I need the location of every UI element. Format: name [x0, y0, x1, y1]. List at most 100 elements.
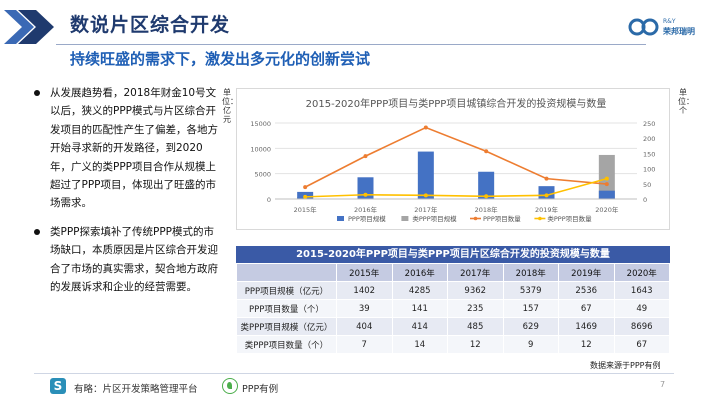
- table-row-label: 类PPP项目规模（亿元）: [236, 317, 337, 336]
- table-cell: 141: [391, 299, 448, 318]
- table-cell: 8696: [613, 317, 670, 336]
- chart-title: 2015-2020年PPP项目与类PPP项目城镇综合开发的投资规模与数量: [306, 97, 607, 110]
- x-tick-label: 2018年: [475, 205, 499, 214]
- line-quasi-ppp-count: [305, 177, 608, 198]
- table-cell: 404: [336, 317, 393, 336]
- x-tick-label: 2015年: [294, 205, 318, 214]
- y-left-tick-label: 15000: [250, 120, 271, 128]
- table-header-cell: 2017年: [447, 263, 504, 282]
- table-header-cell: 2015年: [336, 263, 393, 282]
- point-ppp-count: [363, 154, 368, 159]
- table-cell: 67: [558, 299, 615, 318]
- table-cell: 235: [447, 299, 504, 318]
- header-divider: [56, 44, 646, 45]
- left-axis-unit: 单位：亿元: [222, 88, 238, 124]
- bar-ppp-scale: [478, 171, 495, 199]
- y-right-tick-label: 0: [643, 196, 647, 204]
- combo-chart: 2015-2020年PPP项目与类PPP项目城镇综合开发的投资规模与数量0500…: [250, 97, 655, 223]
- table-row: 类PPP项目数量（个） 7 14 12 9 12 67: [236, 335, 670, 354]
- point-quasi-ppp-count: [604, 176, 609, 181]
- table-cell: 5379: [502, 281, 559, 300]
- bullet-text: 从发展趋势看，2018年财金10号文以后，狭义的PPP模式与片区综合开发项目的匹…: [50, 87, 218, 210]
- table-cell: 7: [336, 335, 393, 354]
- table-header-row: 2015年 2016年 2017年 2018年 2019年 2020年: [236, 263, 670, 282]
- bullet-dot-icon: [34, 90, 40, 96]
- logo-text-top: R&Y: [663, 18, 676, 25]
- table-cell: 2536: [558, 281, 615, 300]
- footer-platform-text: 有略：片区开发策略管理平台: [74, 384, 198, 395]
- bullet-item: 从发展趋势看，2018年财金10号文以后，狭义的PPP模式与片区综合开发项目的匹…: [34, 84, 220, 213]
- table-cell: 485: [447, 317, 504, 336]
- footer-brand-text: PPP有例: [242, 384, 279, 395]
- table-header-cell: 2020年: [613, 263, 670, 282]
- bullet-list: 从发展趋势看，2018年财金10号文以后，狭义的PPP模式与片区综合开发项目的匹…: [34, 84, 220, 306]
- table-cell: 414: [391, 317, 448, 336]
- table-cell: 9: [502, 335, 559, 354]
- legend-swatch: [337, 216, 344, 221]
- legend-label: 类PPP项目数量: [547, 214, 592, 223]
- point-quasi-ppp-count: [363, 192, 368, 197]
- header-chevron-icon: [4, 10, 54, 44]
- table-header-cell: 2016年: [391, 263, 448, 282]
- point-quasi-ppp-count: [484, 194, 489, 199]
- table-header-cell: [236, 263, 337, 282]
- table-cell: 1402: [336, 281, 393, 300]
- table-cell: 67: [613, 335, 670, 354]
- bar-ppp-scale: [357, 177, 374, 199]
- y-left-tick-label: 0: [267, 196, 271, 204]
- table-row: PPP项目规模（亿元） 1402 4285 9362 5379 2536 164…: [236, 281, 670, 300]
- legend-label: PPP项目规模: [348, 214, 386, 223]
- y-right-tick-label: 100: [643, 166, 655, 174]
- right-axis-unit: 单位：个: [678, 88, 694, 115]
- page-title: 数说片区综合开发: [70, 14, 231, 36]
- company-logo-icon: [628, 18, 659, 36]
- source-note: 数据来源于PPP有例: [590, 361, 661, 370]
- table-cell: 629: [502, 317, 559, 336]
- y-left-tick-label: 10000: [250, 145, 271, 153]
- bullet-item: 类PPP探索填补了传统PPP模式的市场缺口，本质原因是片区综合开发迎合了市场的真…: [34, 223, 220, 297]
- table-caption: 2015-2020年PPP项目与类PPP项目片区综合开发的投资规模与数量: [236, 246, 670, 263]
- table-row: 类PPP项目规模（亿元） 404 414 485 629 1469 8696: [236, 317, 670, 336]
- table-cell: 12: [558, 335, 615, 354]
- table-row-label: PPP项目数量（个）: [236, 299, 337, 318]
- table-header-cell: 2018年: [502, 263, 559, 282]
- table-cell: 9362: [447, 281, 504, 300]
- point-ppp-count: [423, 125, 428, 130]
- bar-ppp-scale: [598, 190, 615, 199]
- y-right-tick-label: 50: [643, 181, 651, 189]
- chart-container: 2015-2020年PPP项目与类PPP项目城镇综合开发的投资规模与数量 0 500…: [236, 88, 670, 230]
- x-tick-label: 2020年: [595, 205, 619, 214]
- table-cell: 1469: [558, 317, 615, 336]
- legend-label: PPP项目数量: [483, 214, 521, 223]
- legend-marker: [473, 216, 478, 221]
- table-cell: 14: [391, 335, 448, 354]
- point-quasi-ppp-count: [303, 194, 308, 199]
- table-row: PPP项目数量（个） 39 141 235 157 67 49: [236, 299, 670, 318]
- platform-logo-icon: S: [50, 378, 66, 394]
- y-right-tick-label: 200: [643, 135, 655, 143]
- bullet-dot-icon: [34, 228, 40, 235]
- point-ppp-count: [544, 176, 549, 181]
- page-subtitle: 持续旺盛的需求下，激发出多元化的创新尝试: [70, 50, 371, 68]
- table-row-label: PPP项目规模（亿元）: [236, 281, 337, 300]
- y-left-tick-label: 5000: [254, 171, 271, 179]
- x-tick-label: 2017年: [414, 205, 438, 214]
- x-tick-label: 2019年: [535, 205, 559, 214]
- point-ppp-count: [303, 185, 308, 190]
- y-right-tick-label: 150: [643, 150, 655, 158]
- point-ppp-count: [604, 182, 609, 187]
- table-cell: 157: [502, 299, 559, 318]
- bar-ppp-scale: [417, 151, 434, 199]
- point-quasi-ppp-count: [423, 193, 428, 198]
- bullet-text: 类PPP探索填补了传统PPP模式的市场缺口，本质原因是片区综合开发迎合了市场的真…: [50, 225, 218, 294]
- y-right-tick-label: 250: [643, 120, 655, 128]
- table-row-label: 类PPP项目数量（个）: [236, 335, 337, 354]
- brand-logo-icon: [222, 378, 238, 394]
- table-cell: 39: [336, 299, 393, 318]
- point-quasi-ppp-count: [544, 193, 549, 198]
- data-table: 2015-2020年PPP项目与类PPP项目片区综合开发的投资规模与数量 201…: [236, 246, 670, 354]
- point-ppp-count: [484, 149, 489, 154]
- table-header-cell: 2019年: [558, 263, 615, 282]
- table-cell: 4285: [391, 281, 448, 300]
- legend-marker: [538, 216, 542, 221]
